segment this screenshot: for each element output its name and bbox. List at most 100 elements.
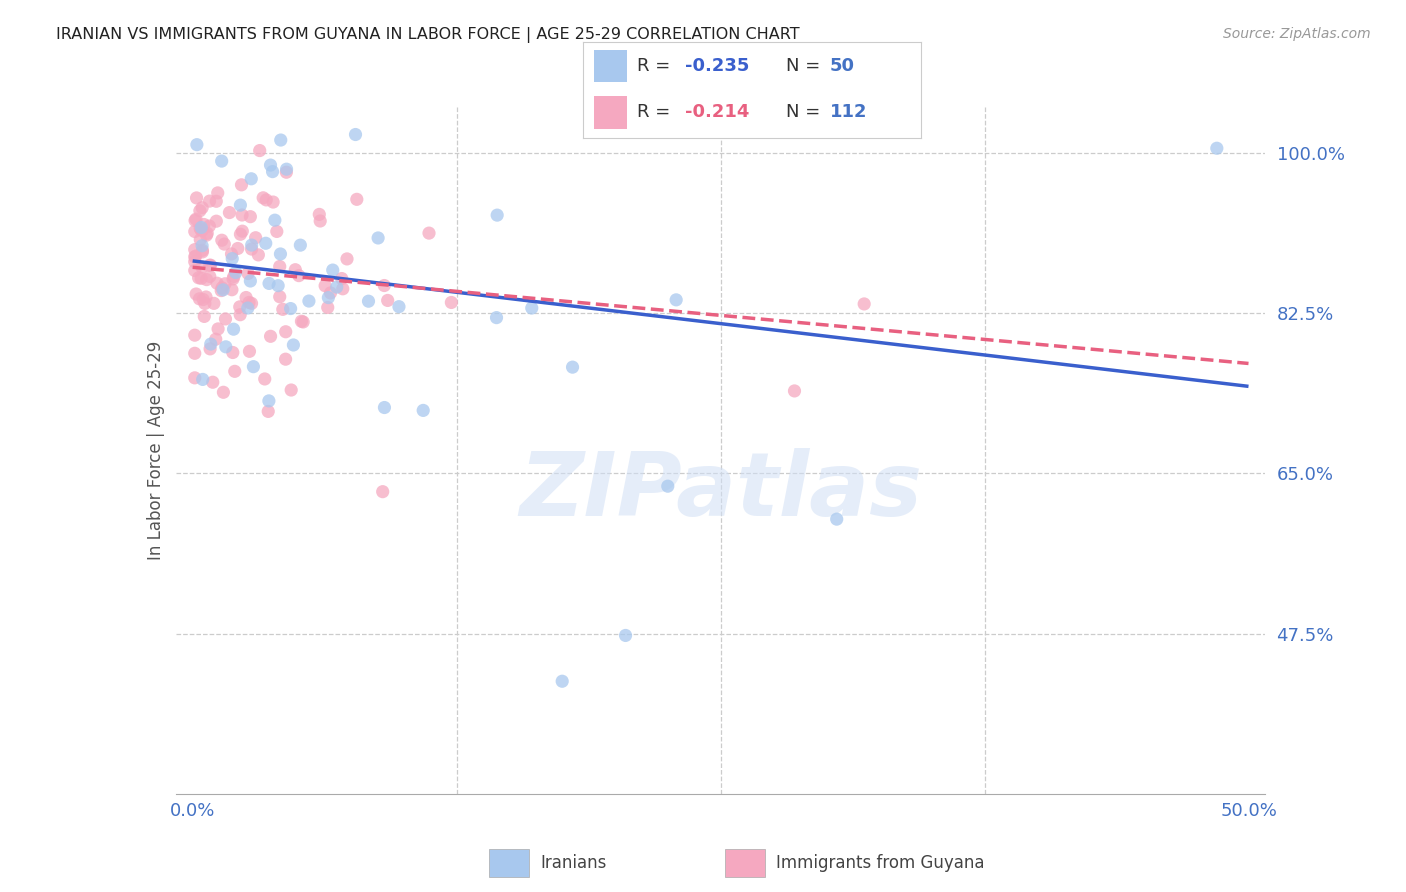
Point <box>195 272 218 286</box>
Point <box>269 290 291 304</box>
Point <box>236 267 259 281</box>
Text: R =: R = <box>637 103 676 121</box>
Point <box>485 310 508 325</box>
Point <box>240 296 263 310</box>
Point <box>229 308 252 322</box>
Point <box>344 128 367 142</box>
Point <box>207 186 229 200</box>
Point <box>205 214 228 228</box>
Point <box>186 191 208 205</box>
Point <box>184 328 207 343</box>
Point <box>783 384 806 398</box>
Point <box>198 194 221 208</box>
Text: ZIPatlas: ZIPatlas <box>519 448 922 535</box>
Point <box>222 269 245 284</box>
Point <box>184 263 207 277</box>
Point <box>238 344 260 359</box>
Point <box>249 144 271 158</box>
Point <box>236 301 259 315</box>
Point <box>314 278 336 293</box>
Point <box>194 296 217 310</box>
Text: N =: N = <box>786 103 825 121</box>
Point <box>191 201 214 215</box>
Point <box>222 345 245 359</box>
Point <box>309 214 332 228</box>
Point <box>201 376 224 390</box>
Point <box>418 226 440 240</box>
Point <box>184 254 207 268</box>
Point <box>198 269 221 284</box>
Point <box>214 312 236 326</box>
Point <box>257 404 280 418</box>
Point <box>259 329 281 343</box>
Point <box>211 233 233 247</box>
Point <box>191 238 214 252</box>
Point <box>274 352 297 367</box>
Text: 112: 112 <box>830 103 868 121</box>
Point <box>191 372 214 386</box>
Point <box>266 224 288 238</box>
Point <box>207 322 229 336</box>
Point <box>184 250 207 264</box>
Point <box>325 280 347 294</box>
Point <box>254 236 277 251</box>
Point <box>198 219 221 233</box>
Point <box>259 158 281 172</box>
Point <box>231 224 253 238</box>
Point <box>252 191 274 205</box>
Point <box>657 479 679 493</box>
Point <box>280 383 302 397</box>
Point <box>190 223 212 237</box>
Bar <box>725 849 765 877</box>
Point <box>269 247 291 261</box>
Point <box>292 315 315 329</box>
Point <box>290 238 312 252</box>
Point <box>614 628 637 642</box>
Point <box>440 295 463 310</box>
Point <box>486 208 509 222</box>
Point <box>229 300 252 314</box>
Point <box>191 244 214 259</box>
Point <box>269 260 291 274</box>
Point <box>200 258 222 272</box>
Point <box>184 225 207 239</box>
Point <box>253 372 276 386</box>
Point <box>357 294 380 309</box>
Point <box>184 213 207 227</box>
Point <box>1205 141 1227 155</box>
Point <box>202 296 225 310</box>
Point <box>231 208 253 222</box>
Point <box>221 247 243 261</box>
Point <box>212 385 235 400</box>
Text: N =: N = <box>786 57 825 75</box>
Point <box>225 266 247 280</box>
Point <box>330 271 353 285</box>
Point <box>239 210 262 224</box>
Point <box>254 193 277 207</box>
Point <box>205 276 228 290</box>
Text: R =: R = <box>637 57 676 75</box>
Point <box>271 302 294 317</box>
Point <box>191 244 214 258</box>
Point <box>215 340 238 354</box>
Point <box>346 192 368 206</box>
Point <box>373 278 395 293</box>
Point <box>276 162 298 177</box>
Point <box>221 283 243 297</box>
Point <box>257 393 280 408</box>
Text: Source: ZipAtlas.com: Source: ZipAtlas.com <box>1223 27 1371 41</box>
Point <box>226 242 249 256</box>
Text: Iranians: Iranians <box>540 854 606 872</box>
Point <box>191 223 214 237</box>
Point <box>239 274 262 288</box>
Point <box>231 178 253 192</box>
Point <box>224 364 246 378</box>
Point <box>242 359 264 374</box>
Point <box>214 277 236 291</box>
Point <box>184 287 207 301</box>
Point <box>520 301 543 315</box>
Point <box>211 281 233 295</box>
Point <box>262 195 284 210</box>
Point <box>240 238 263 252</box>
Point <box>332 282 354 296</box>
